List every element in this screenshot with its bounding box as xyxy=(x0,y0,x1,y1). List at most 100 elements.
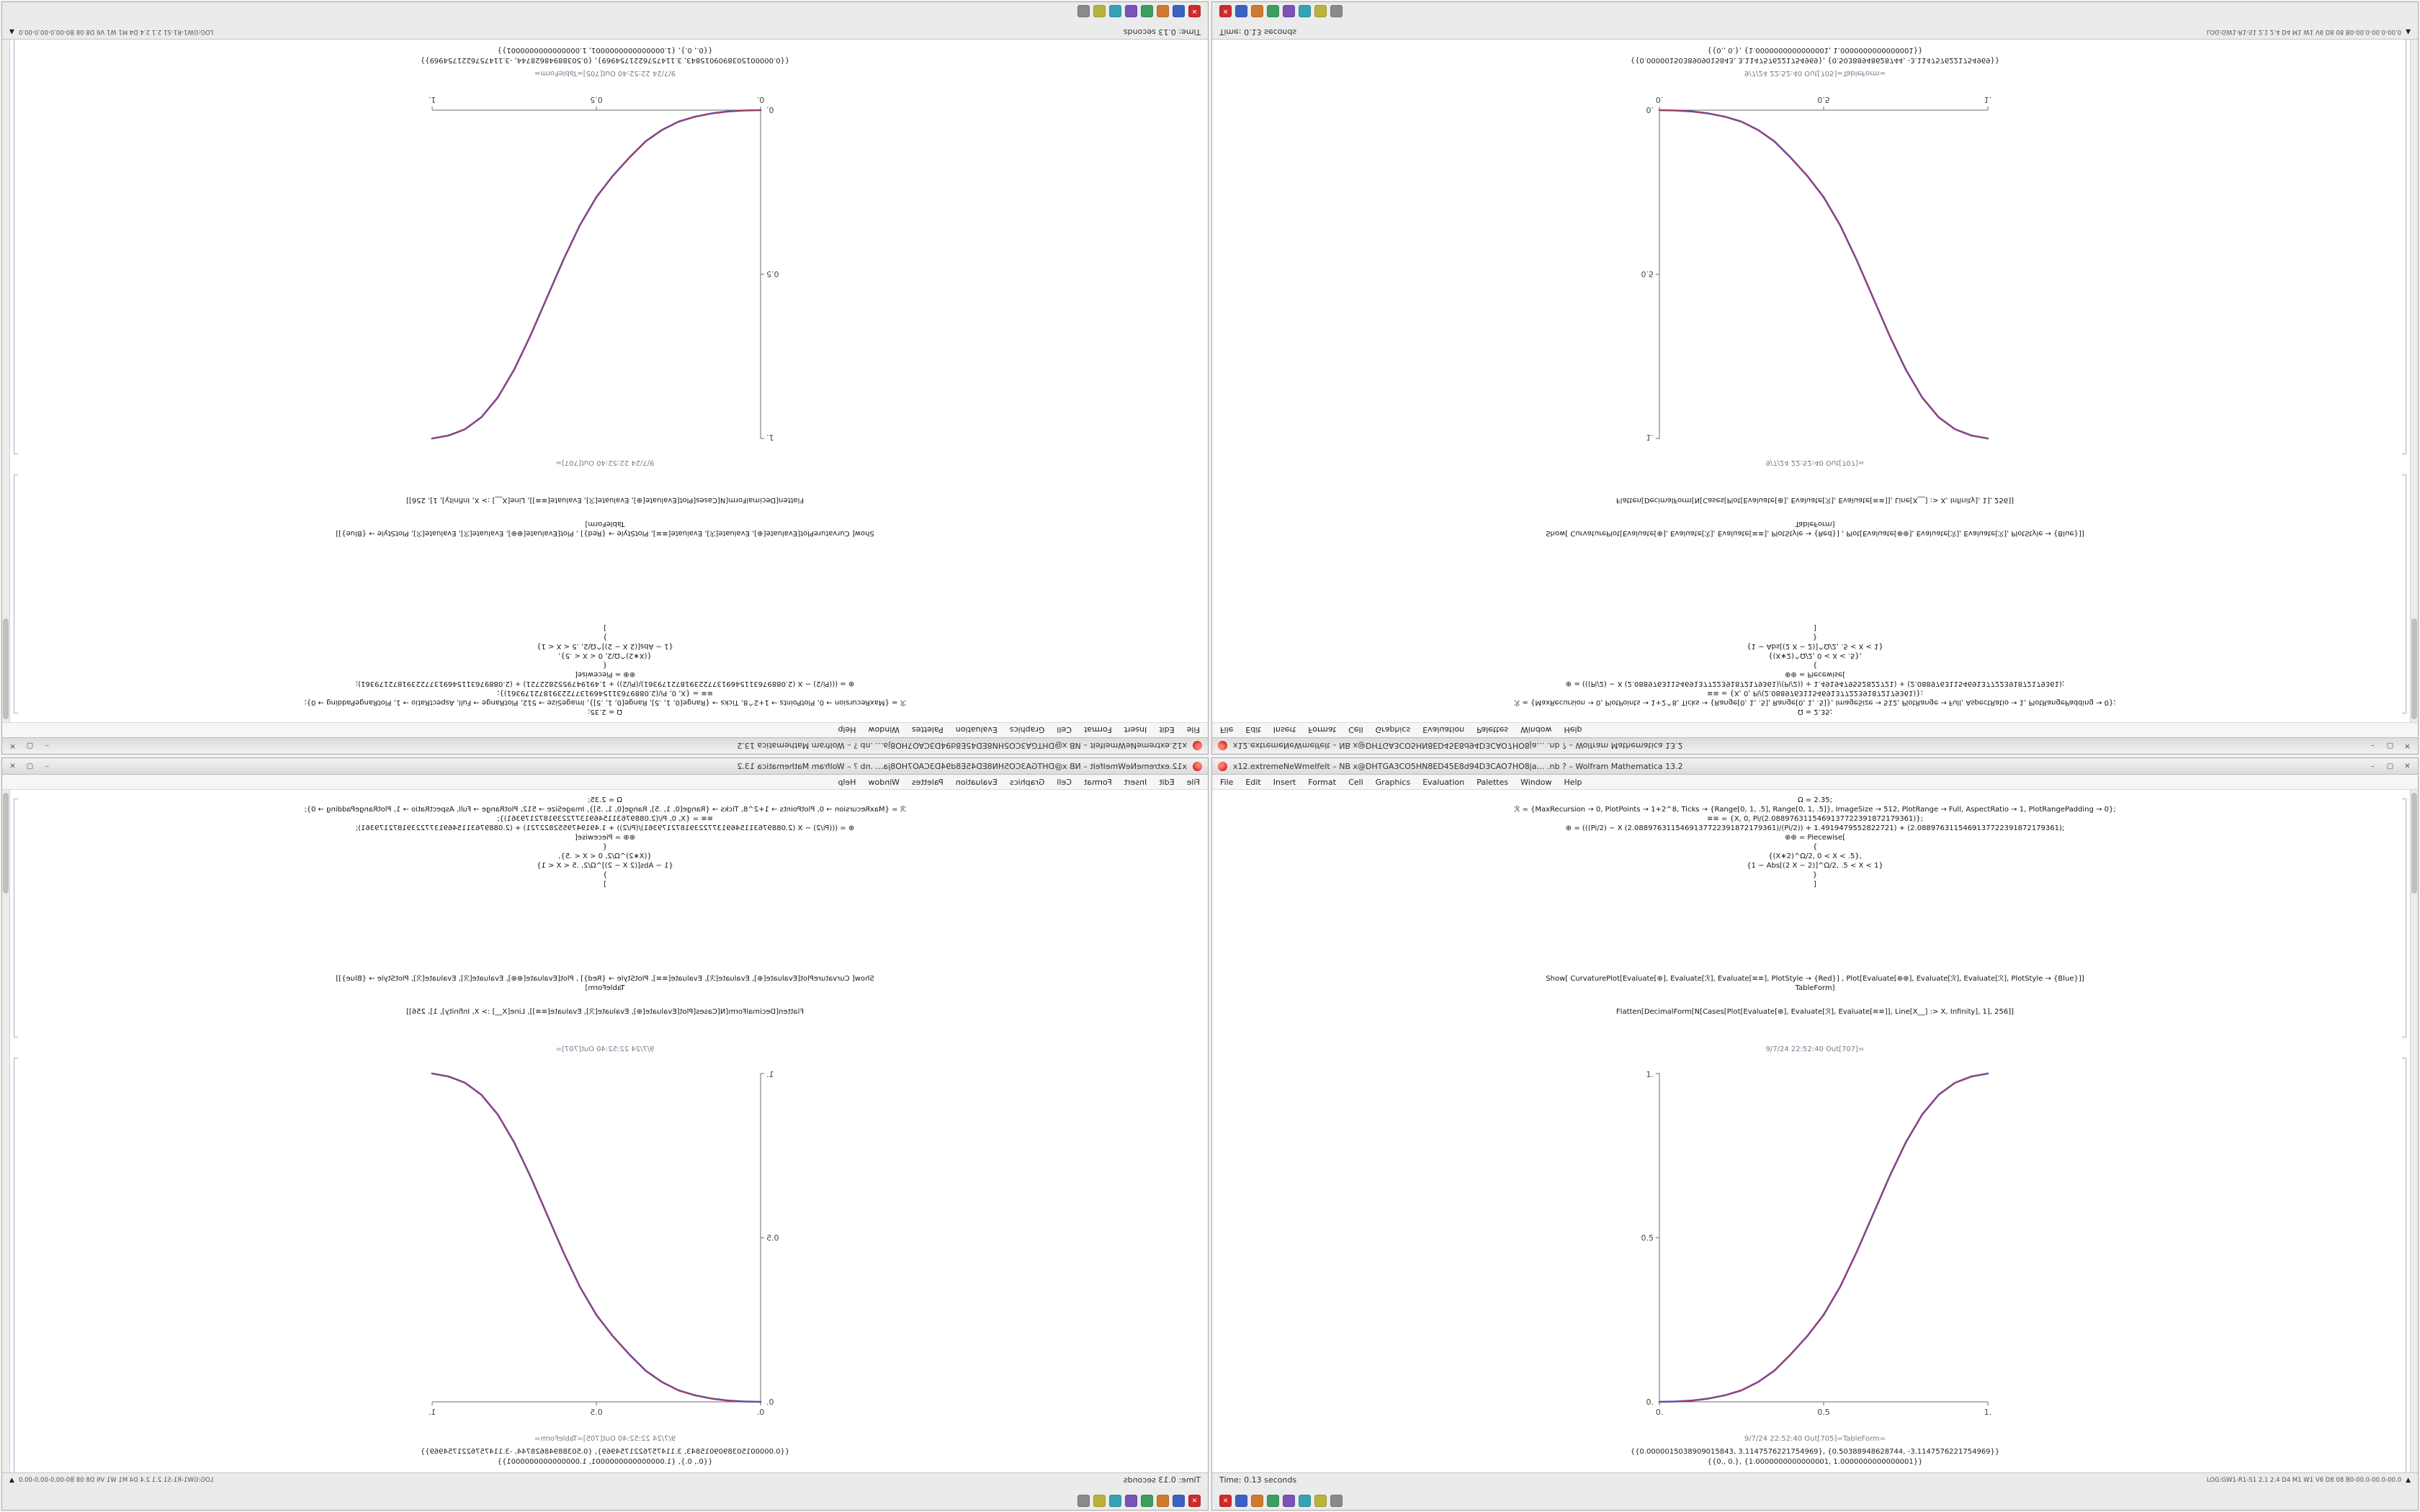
scrollbar-thumb[interactable] xyxy=(2411,793,2417,894)
input-cell-line[interactable]: Show[ CurvaturePlot[Evaluate[⊕], Evaluat… xyxy=(336,529,874,537)
menu-item[interactable]: Cell xyxy=(1348,725,1363,735)
input-cell-line[interactable]: TableForm] xyxy=(585,984,625,992)
window-titlebar[interactable]: x12.extremeNeWmeIfeIt – NB x@DHTGA3CO5HN… xyxy=(1212,758,2418,775)
input-cell-line[interactable]: { xyxy=(602,843,608,851)
scrollbar-thumb[interactable] xyxy=(3,793,9,894)
mail-app-icon[interactable] xyxy=(1141,5,1153,17)
files-app-icon[interactable] xyxy=(1173,5,1185,17)
input-cell-line[interactable]: Ω = 2.35; xyxy=(588,708,623,716)
cell-bracket[interactable] xyxy=(2402,40,2406,454)
terminal-app-icon[interactable] xyxy=(1330,5,1343,17)
menu-item[interactable]: Insert xyxy=(1124,725,1147,735)
input-cell-line[interactable]: ⊕ = (((Pi/2) − X (2.08897631154691377223… xyxy=(1565,824,2065,832)
input-cell-line[interactable]: ⊕⊕ = Piecewise[ xyxy=(1784,834,1846,842)
input-cell-line[interactable]: ⊕ = (((Pi/2) − X (2.08897631154691377223… xyxy=(1565,680,2065,688)
close-button[interactable]: ✕ xyxy=(2404,742,2411,750)
menu-item[interactable]: Cell xyxy=(1057,777,1072,787)
editor-app-icon[interactable] xyxy=(1314,1495,1327,1507)
input-cell-line[interactable]: Show[ CurvaturePlot[Evaluate[⊕], Evaluat… xyxy=(1546,975,2084,983)
input-cell-line[interactable]: {(X∗2)^Ω/2, 0 < X < .5}, xyxy=(1768,852,1862,860)
menu-item[interactable]: Edit xyxy=(1159,725,1175,735)
menu-item[interactable]: Graphics xyxy=(1009,725,1045,735)
input-cell-line[interactable]: ≡≡ = {X, 0, Pi/(2.0889763115469137722391… xyxy=(1706,815,1924,823)
menu-item[interactable]: Palettes xyxy=(1476,725,1509,735)
menu-item[interactable]: Help xyxy=(838,725,856,735)
chat-app-icon[interactable] xyxy=(1109,5,1121,17)
menu-item[interactable]: Window xyxy=(868,725,900,735)
files-app-icon[interactable] xyxy=(1235,5,1247,17)
minimize-button[interactable]: – xyxy=(45,742,49,750)
input-cell-line[interactable]: Flatten[DecimalForm[N[Cases[Plot[Evaluat… xyxy=(1615,1008,2015,1016)
input-cell-line[interactable]: ] xyxy=(1814,624,1816,631)
menu-item[interactable]: Evaluation xyxy=(1422,725,1465,735)
close-button[interactable]: ✕ xyxy=(9,762,16,770)
input-cell-line[interactable]: {(X∗2)^Ω/2, 0 < X < .5}, xyxy=(1768,652,1862,660)
cell-bracket[interactable] xyxy=(14,474,18,714)
cell-bracket[interactable] xyxy=(2402,474,2406,714)
menu-item[interactable]: Evaluation xyxy=(955,777,998,787)
menu-item[interactable]: Format xyxy=(1083,777,1112,787)
input-cell-line[interactable]: {1 − Abs[(2 X − 2)]^Ω/2, .5 < X < 1} xyxy=(537,862,673,870)
menu-item[interactable]: Help xyxy=(1564,725,1582,735)
menu-item[interactable]: Format xyxy=(1308,777,1337,787)
menu-item[interactable]: File xyxy=(1186,725,1200,735)
cell-bracket[interactable] xyxy=(14,798,18,1038)
media-app-icon[interactable] xyxy=(1125,1495,1137,1507)
menu-item[interactable]: Graphics xyxy=(1375,725,1411,735)
input-cell-line[interactable]: ℛ = {MaxRecursion → 0, PlotPoints → 1+2^… xyxy=(304,698,906,706)
browser-app-icon[interactable] xyxy=(1251,5,1263,17)
maximize-button[interactable]: ▢ xyxy=(2386,762,2394,770)
media-app-icon[interactable] xyxy=(1125,5,1137,17)
minimize-button[interactable]: – xyxy=(2371,742,2375,750)
input-cell-line[interactable]: } xyxy=(1812,633,1818,641)
input-cell-line[interactable]: Flatten[DecimalForm[N[Cases[Plot[Evaluat… xyxy=(1615,496,2015,504)
media-app-icon[interactable] xyxy=(1283,1495,1295,1507)
menu-item[interactable]: Cell xyxy=(1348,777,1363,787)
input-cell-line[interactable]: ] xyxy=(604,881,606,888)
scrollbar[interactable] xyxy=(2,40,10,722)
terminal-app-icon[interactable] xyxy=(1077,1495,1090,1507)
menu-item[interactable]: File xyxy=(1186,777,1200,787)
input-cell-line[interactable]: { xyxy=(1812,661,1818,669)
input-cell-line[interactable]: ⊕⊕ = Piecewise[ xyxy=(574,670,636,678)
alert-badge-icon[interactable]: ✕ xyxy=(1188,1495,1201,1507)
scrollbar[interactable] xyxy=(2410,40,2418,722)
maximize-button[interactable]: ▢ xyxy=(2386,742,2394,750)
menu-item[interactable]: Cell xyxy=(1057,725,1072,735)
menu-item[interactable]: Help xyxy=(838,777,856,787)
input-cell-line[interactable]: TableForm] xyxy=(585,520,625,528)
input-cell-line[interactable]: { xyxy=(602,661,608,669)
input-cell-line[interactable]: ℛ = {MaxRecursion → 0, PlotPoints → 1+2^… xyxy=(1514,698,2116,706)
browser-app-icon[interactable] xyxy=(1251,1495,1263,1507)
scrollbar-thumb[interactable] xyxy=(2411,618,2417,719)
menu-item[interactable]: Evaluation xyxy=(1422,777,1465,787)
mail-app-icon[interactable] xyxy=(1141,1495,1153,1507)
menu-item[interactable]: Window xyxy=(1520,777,1552,787)
mail-app-icon[interactable] xyxy=(1267,5,1279,17)
input-cell-line[interactable]: Show[ CurvaturePlot[Evaluate[⊕], Evaluat… xyxy=(336,975,874,983)
maximize-button[interactable]: ▢ xyxy=(26,762,34,770)
scrollbar[interactable] xyxy=(2410,790,2418,1472)
input-cell-line[interactable]: } xyxy=(1812,871,1818,879)
scrollbar[interactable] xyxy=(2,790,10,1472)
input-cell-line[interactable]: ⊕⊕ = Piecewise[ xyxy=(574,834,636,842)
chat-app-icon[interactable] xyxy=(1109,1495,1121,1507)
files-app-icon[interactable] xyxy=(1235,1495,1247,1507)
input-cell-line[interactable]: Ω = 2.35; xyxy=(1797,708,1832,716)
menu-item[interactable]: Edit xyxy=(1245,777,1261,787)
input-cell-line[interactable]: ℛ = {MaxRecursion → 0, PlotPoints → 1+2^… xyxy=(304,806,906,814)
menu-item[interactable]: Window xyxy=(868,777,900,787)
menu-item[interactable]: Help xyxy=(1564,777,1582,787)
input-cell-line[interactable]: {1 − Abs[(2 X − 2)]^Ω/2, .5 < X < 1} xyxy=(1747,862,1883,870)
menu-item[interactable]: Palettes xyxy=(911,777,944,787)
input-cell-line[interactable]: ] xyxy=(1814,881,1816,888)
minimize-button[interactable]: – xyxy=(2371,762,2375,770)
input-cell-line[interactable]: Flatten[DecimalForm[N[Cases[Plot[Evaluat… xyxy=(405,1008,805,1016)
menu-item[interactable]: File xyxy=(1220,725,1234,735)
minimize-button[interactable]: – xyxy=(45,762,49,770)
input-cell-line[interactable]: Show[ CurvaturePlot[Evaluate[⊕], Evaluat… xyxy=(1546,529,2084,537)
input-cell-line[interactable]: ℛ = {MaxRecursion → 0, PlotPoints → 1+2^… xyxy=(1514,806,2116,814)
input-cell-line[interactable]: ≡≡ = {X, 0, Pi/(2.0889763115469137722391… xyxy=(1706,689,1924,697)
menu-item[interactable]: Window xyxy=(1520,725,1552,735)
input-cell-line[interactable]: TableForm] xyxy=(1795,984,1835,992)
